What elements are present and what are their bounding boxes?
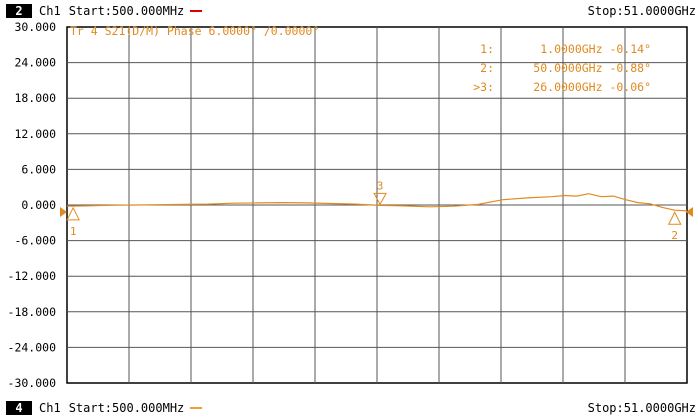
- marker-flag-1: 1: [66, 206, 80, 238]
- marker-flag-3: 3: [373, 179, 387, 206]
- y-tick-label: -24.000: [8, 340, 57, 354]
- y-tick-label: -30.000: [8, 376, 57, 390]
- start-frequency[interactable]: Start:500.000MHz: [68, 400, 185, 415]
- marker-triangle: [667, 211, 682, 225]
- y-tick-label: 0.000: [21, 198, 56, 212]
- stop-frequency[interactable]: Stop:51.0000GHz: [587, 400, 696, 415]
- bottom-channel-bar: 4 Ch1 Start:500.000MHz Stop:51.0000GHz: [0, 399, 698, 416]
- marker-number: 3: [377, 179, 384, 192]
- marker-flags: 1 2 3: [66, 179, 682, 242]
- start-frequency[interactable]: Start:500.000MHz: [68, 3, 185, 18]
- trace-color-indicator: [190, 10, 203, 12]
- y-tick-label: 6.000: [21, 162, 56, 176]
- channel-label: Ch1: [39, 3, 61, 18]
- y-tick-label: 30.000: [14, 20, 56, 34]
- top-channel-bar: 2 Ch1 Start:500.000MHz Stop:51.0000GHz: [0, 2, 698, 19]
- marker-readout-label: 1:: [480, 42, 494, 56]
- marker-triangle: [66, 206, 80, 221]
- trace-color-indicator: [190, 407, 203, 409]
- reference-level-arrow-left: [60, 207, 67, 217]
- marker-readout-label: >3:: [473, 80, 494, 94]
- y-tick-label: 18.000: [14, 91, 56, 105]
- marker-readout-label: 2:: [480, 61, 494, 75]
- y-tick-label: -18.000: [8, 305, 57, 319]
- channel-badge[interactable]: 4: [6, 400, 32, 415]
- marker-readout: 1: 1.0000GHz -0.14° 2: 50.0000GHz -0.88° >3:…: [473, 42, 651, 94]
- y-tick-label: 24.000: [14, 56, 56, 70]
- trace-line: [66, 193, 688, 212]
- y-tick-label: -12.000: [8, 269, 57, 283]
- marker-number: 1: [70, 225, 77, 238]
- y-tick-label: 12.000: [14, 127, 56, 141]
- marker-readout-value: 26.0000GHz -0.06°: [533, 80, 651, 94]
- marker-flag-2: 2: [667, 211, 682, 242]
- reference-level-arrow-right: [686, 207, 693, 217]
- y-tick-label: -6.000: [14, 234, 56, 248]
- marker-number: 2: [671, 229, 678, 242]
- stop-frequency[interactable]: Stop:51.0000GHz: [587, 3, 696, 18]
- marker-readout-value: 50.0000GHz -0.88°: [533, 61, 651, 75]
- trace-header[interactable]: Tr 4 S21(D/M) Phase 6.0000° /0.0000°: [70, 24, 319, 38]
- y-axis-ticks: 30.000 24.000 18.000 12.000 6.000 0.000 -6.000…: [8, 20, 57, 390]
- channel-badge[interactable]: 2: [6, 3, 32, 18]
- channel-label: Ch1: [39, 400, 61, 415]
- marker-triangle: [373, 192, 387, 206]
- marker-readout-value: 1.0000GHz -0.14°: [540, 42, 651, 56]
